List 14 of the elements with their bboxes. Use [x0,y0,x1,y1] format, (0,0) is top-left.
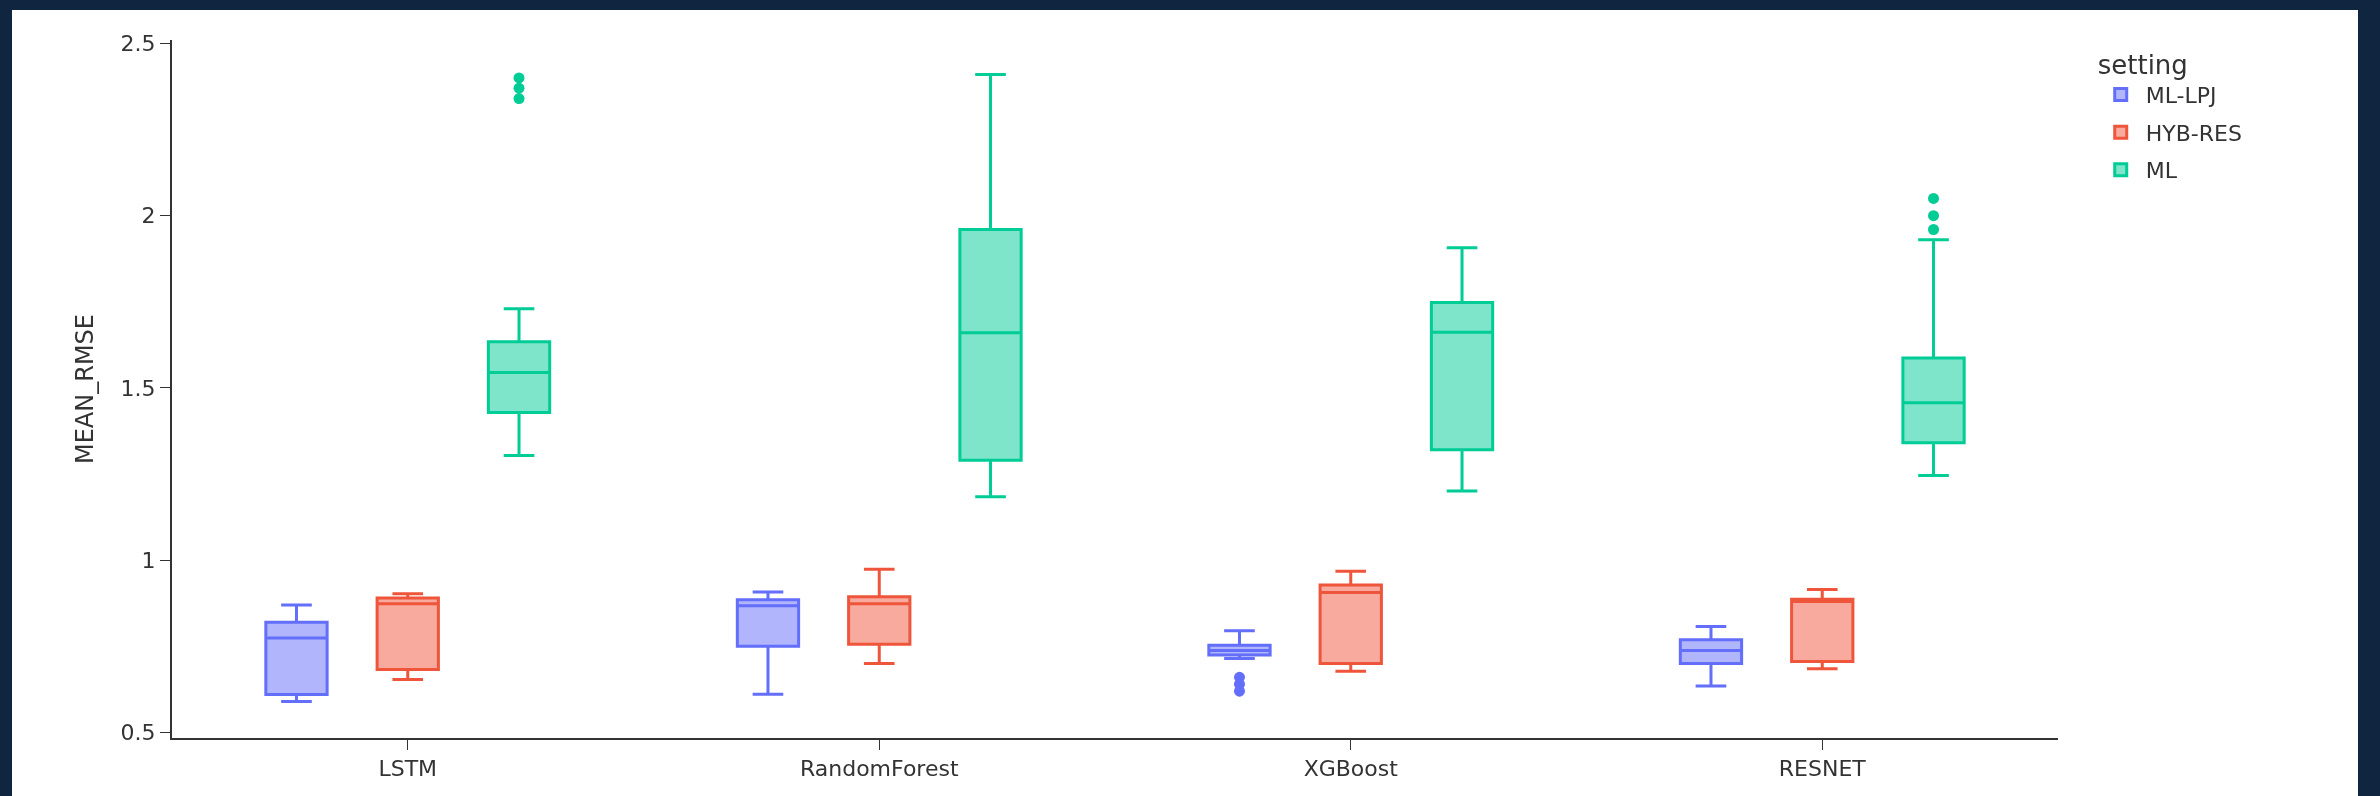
y-axis-title: MEAN_RMSE [71,313,100,465]
y-tick-label: 2.5 [120,31,156,57]
y-tick-label: 1 [141,547,156,573]
x-tick-label: LSTM [378,756,438,782]
legend-label: ML-LPJ [2145,83,2217,109]
x-tick-label: RESNET [1778,756,1867,782]
y-tick-label: 2 [141,203,156,229]
legend-label: HYB-RES [2145,120,2242,146]
x-tick-label: RandomForest [799,756,959,782]
x-tick-label: XGBoost [1303,756,1399,782]
legend-label: ML [2145,158,2178,184]
y-tick-label: 0.5 [120,720,156,746]
y-tick-label: 1.5 [120,375,156,401]
legend-title: setting [2097,49,2188,80]
